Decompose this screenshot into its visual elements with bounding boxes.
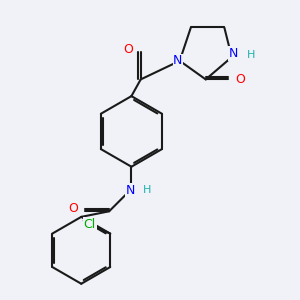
Text: H: H xyxy=(247,50,255,60)
Text: O: O xyxy=(123,43,133,56)
Text: N: N xyxy=(229,47,238,60)
Text: N: N xyxy=(126,184,135,197)
Text: O: O xyxy=(68,202,78,215)
Text: O: O xyxy=(235,73,245,86)
Text: H: H xyxy=(143,185,151,196)
Text: N: N xyxy=(173,54,183,67)
Text: Cl: Cl xyxy=(84,218,96,231)
